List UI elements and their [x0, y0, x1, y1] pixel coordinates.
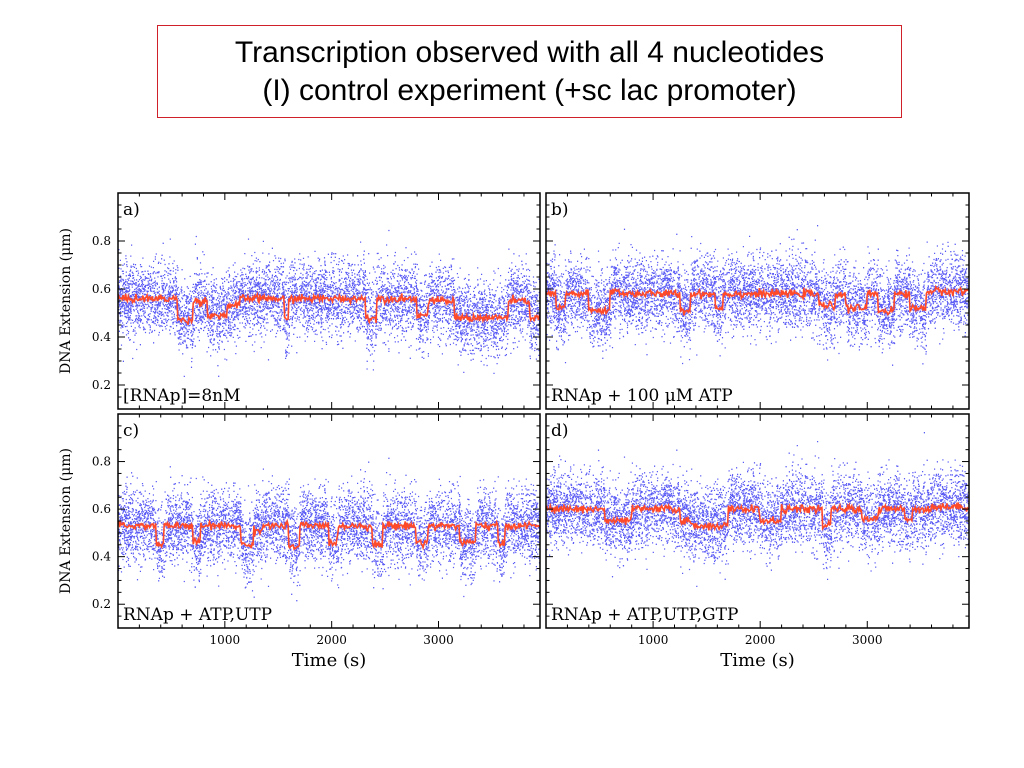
y-tick-label: 0.8: [92, 455, 111, 469]
y-tick-label: 0.2: [92, 597, 111, 611]
panel-label: a): [123, 200, 140, 220]
raw-trace-points: [118, 457, 540, 602]
y-tick-label: 0.4: [92, 550, 111, 564]
slide-title-line-1: Transcription observed with all 4 nucleo…: [234, 36, 825, 69]
raw-trace-points: [118, 229, 540, 378]
filtered-trace-line: [546, 501, 969, 532]
x-axis-label: Time (s): [292, 650, 367, 671]
condition-annotation: [RNAp]=8nM: [123, 386, 241, 406]
filtered-trace-line: [546, 284, 969, 316]
y-tick-label: 0.6: [92, 282, 111, 296]
x-tick-label: 1000: [638, 633, 669, 647]
y-tick-label: 0.4: [92, 330, 111, 344]
filtered-trace-line: [118, 518, 540, 551]
y-tick-label: 0.6: [92, 502, 111, 516]
x-axis-label: Time (s): [720, 650, 795, 671]
panel-label: c): [123, 421, 139, 441]
y-axis-label: DNA Extension (μm): [58, 228, 74, 374]
panel-label: b): [551, 200, 569, 220]
y-tick-label: 0.8: [92, 234, 111, 248]
condition-annotation: RNAp + ATP,UTP,GTP: [551, 605, 738, 625]
x-tick-label: 3000: [852, 633, 883, 647]
y-tick-label: 0.2: [92, 378, 111, 392]
filtered-trace-line: [118, 291, 540, 325]
x-tick-label: 2000: [745, 633, 776, 647]
x-tick-label: 3000: [423, 633, 454, 647]
x-tick-label: 2000: [316, 633, 347, 647]
x-tick-label: 1000: [210, 633, 241, 647]
condition-annotation: RNAp + 100 μM ATP: [551, 386, 733, 406]
panel-label: d): [551, 421, 569, 441]
slide-title-line-2: (I) control experiment (+sc lac promoter…: [262, 74, 797, 107]
condition-annotation: RNAp + ATP,UTP: [123, 605, 272, 625]
y-axis-label: DNA Extension (μm): [58, 448, 74, 594]
slide-title-box: Transcription observed with all 4 nucleo…: [157, 25, 902, 118]
